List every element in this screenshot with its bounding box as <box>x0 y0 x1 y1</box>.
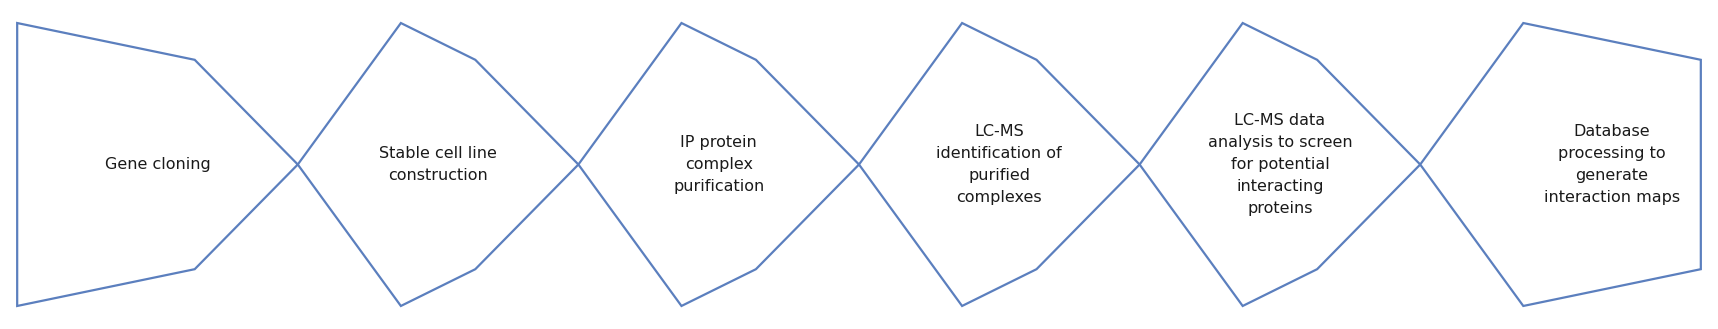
Polygon shape <box>297 23 579 306</box>
Text: IP protein
complex
purification: IP protein complex purification <box>673 135 765 194</box>
Polygon shape <box>859 23 1139 306</box>
Polygon shape <box>579 23 859 306</box>
Text: LC-MS data
analysis to screen
for potential
interacting
proteins: LC-MS data analysis to screen for potent… <box>1208 113 1352 216</box>
Text: Gene cloning: Gene cloning <box>105 157 210 172</box>
Text: Stable cell line
construction: Stable cell line construction <box>380 146 497 183</box>
Text: Database
processing to
generate
interaction maps: Database processing to generate interact… <box>1544 124 1680 205</box>
Text: LC-MS
identification of
purified
complexes: LC-MS identification of purified complex… <box>936 124 1062 205</box>
Polygon shape <box>1139 23 1421 306</box>
Polygon shape <box>1421 23 1701 306</box>
Polygon shape <box>17 23 297 306</box>
